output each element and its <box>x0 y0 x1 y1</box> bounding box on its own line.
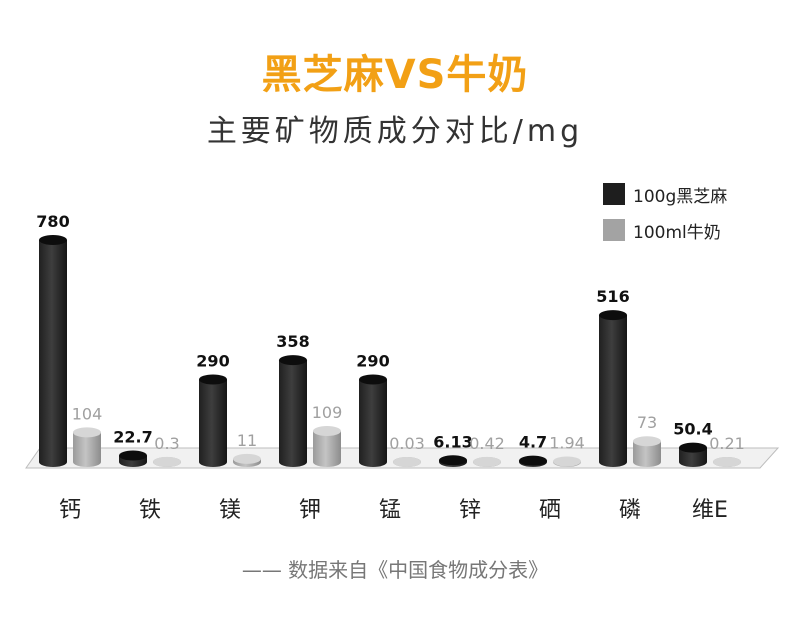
value-label-sesame-1: 22.7 <box>113 428 152 447</box>
bar-sesame-8 <box>679 442 707 467</box>
value-label-milk-8: 0.21 <box>709 434 745 453</box>
bar-milk-5 <box>473 456 501 467</box>
value-label-sesame-2: 290 <box>196 351 229 370</box>
bar-sesame-4 <box>359 374 387 467</box>
bar-milk-3 <box>313 425 341 467</box>
legend-item-milk: 100ml牛奶 <box>603 212 727 248</box>
bar-sesame-7 <box>599 310 627 467</box>
legend-label-sesame: 100g黑芝麻 <box>633 186 728 207</box>
bar-sesame-3 <box>279 355 307 467</box>
legend-item-sesame: 100g黑芝麻 <box>603 176 727 212</box>
category-label-7: 磷 <box>619 498 641 523</box>
bar-sesame-2 <box>199 374 227 467</box>
value-label-milk-6: 1.94 <box>549 433 585 452</box>
bar-sesame-6 <box>519 455 547 467</box>
value-label-sesame-3: 358 <box>276 332 309 351</box>
value-label-sesame-7: 516 <box>596 287 629 306</box>
value-label-sesame-4: 290 <box>356 351 389 370</box>
bar-milk-4 <box>393 456 421 467</box>
value-label-milk-1: 0.3 <box>154 434 179 453</box>
value-label-milk-2: 11 <box>237 431 257 450</box>
value-label-milk-4: 0.03 <box>389 434 425 453</box>
bar-sesame-1 <box>119 450 147 467</box>
data-source-note: —— 数据来自《中国食物成分表》 <box>241 558 549 582</box>
chart-title: 黑芝麻VS牛奶 <box>261 52 529 98</box>
value-label-milk-0: 104 <box>72 404 103 423</box>
chart-legend: 100g黑芝麻 100ml牛奶 <box>603 176 727 248</box>
category-label-0: 钙 <box>59 498 81 523</box>
value-label-milk-7: 73 <box>637 413 657 432</box>
category-label-5: 锌 <box>459 498 481 523</box>
bar-milk-7 <box>633 436 661 467</box>
category-label-6: 硒 <box>539 498 561 523</box>
value-label-sesame-5: 6.13 <box>433 432 472 451</box>
bar-sesame-5 <box>439 455 467 467</box>
value-label-sesame-6: 4.7 <box>519 433 547 452</box>
value-label-sesame-0: 780 <box>36 212 69 231</box>
bar-milk-0 <box>73 427 101 467</box>
bar-milk-1 <box>153 456 181 467</box>
chart-subtitle: 主要矿物质成分对比/mg <box>206 114 584 149</box>
value-label-sesame-8: 50.4 <box>673 420 712 439</box>
category-label-2: 镁 <box>219 498 241 523</box>
legend-swatch-milk <box>603 219 625 241</box>
category-label-4: 锰 <box>379 498 401 523</box>
bar-milk-2 <box>233 453 261 467</box>
bar-sesame-0 <box>39 235 67 467</box>
legend-swatch-sesame <box>603 183 625 205</box>
category-label-3: 钾 <box>299 498 321 523</box>
category-label-1: 铁 <box>139 498 161 523</box>
category-label-8: 维E <box>692 498 728 523</box>
value-label-milk-5: 0.42 <box>469 434 505 453</box>
value-label-milk-3: 109 <box>312 403 343 422</box>
bar-milk-8 <box>713 456 741 467</box>
legend-label-milk: 100ml牛奶 <box>633 222 721 243</box>
bar-milk-6 <box>553 456 581 467</box>
